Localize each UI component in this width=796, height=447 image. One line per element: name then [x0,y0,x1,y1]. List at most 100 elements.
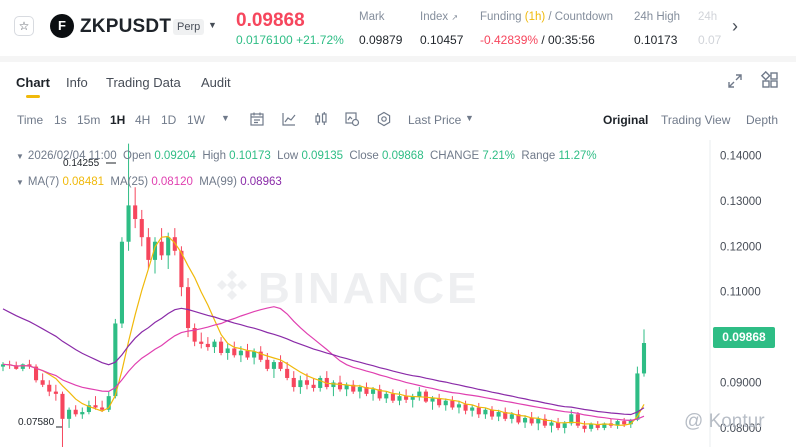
candle-body [450,400,455,408]
low-price-marker: 0.07580 [18,417,55,428]
layout-grid-icon[interactable] [760,70,780,90]
ma-legend: ▼ MA(7) 0.08481 MA(25) 0.08120 MA(99) 0.0… [16,176,282,188]
candle-body [569,414,574,424]
settings-gear-icon[interactable] [376,111,392,127]
token-logo: F [50,14,74,38]
candlestick-chart-area[interactable]: BINANCE 0.140000.130000.120000.110000.10… [0,140,796,447]
kontur-watermark: @ Kontur [684,411,765,432]
candle-body [113,323,118,397]
candle-body [291,377,296,388]
candle-body [582,425,587,429]
candle-body [252,351,257,358]
external-link-icon: ↗ [451,13,459,22]
candle-body [635,373,640,420]
ma99-line [2,307,645,416]
calendar-settings-icon[interactable] [249,111,265,127]
candle-body [364,387,369,394]
candle-body [397,396,402,401]
tab-audit[interactable]: Audit [201,75,231,90]
binance-logo-watermark [217,270,247,300]
view-original[interactable]: Original [603,113,649,127]
candle-body [238,350,243,356]
candle-body [278,362,283,369]
tab-trading-data[interactable]: Trading Data [106,75,181,90]
candle-body [357,387,362,392]
chart-svg[interactable]: 0.140000.130000.120000.110000.100000.090… [0,140,796,447]
candle-body [536,418,541,424]
chart-toolbar: Time 1s 15m 1H 4H 1D 1W ▼ Last Price ▼ O… [0,104,796,134]
price-axis-tick: 0.11000 [720,287,761,299]
time-label: Time [17,113,44,127]
candle-body [470,407,475,411]
candle-body [516,414,521,423]
candle-body [324,377,329,388]
candle-body [232,348,237,356]
line-chart-icon[interactable] [281,111,297,127]
candle-body [199,341,204,344]
interval-dropdown-icon[interactable]: ▼ [221,113,230,123]
candle-body [139,219,144,238]
symbol-name[interactable]: ZKPUSDT [80,16,172,37]
candle-body [86,405,91,413]
candle-body [589,424,594,429]
candle-body [265,359,270,369]
interval-4h[interactable]: 4H [135,113,151,127]
candle-body [40,380,45,385]
interval-1h[interactable]: 1H [110,113,126,127]
view-trading-view[interactable]: Trading View [661,113,731,127]
funding-value: -0.42839% / 00:35:56 [480,33,595,47]
candle-body [119,241,124,324]
candle-body [503,412,508,419]
candle-body [523,417,528,423]
index-label[interactable]: Index ↗ [420,11,459,23]
high-price-marker: 0.14255 [63,158,100,169]
interval-1d[interactable]: 1D [161,113,177,127]
candle-body [595,424,600,428]
candle-body [212,341,217,348]
candles-layer [0,143,647,447]
tab-chart[interactable]: Chart [16,75,50,90]
candle-body [384,393,389,399]
candle-body [575,414,580,426]
mark-value: 0.09879 [359,33,403,47]
candle-type-icon[interactable] [313,111,329,127]
candle-body [126,205,131,242]
funding-label: Funding (1h) / Countdown [480,11,613,23]
interval-1s[interactable]: 1s [54,113,67,127]
low-24h-value: 0.07 [698,33,722,47]
candle-body [311,384,316,388]
interval-1w[interactable]: 1W [187,113,205,127]
price-change: 0.0176100 +21.72% [236,33,344,47]
legend-collapse-icon[interactable]: ▼ [16,152,24,161]
indicators-icon[interactable] [344,111,360,127]
candle-body [205,343,210,348]
price-type-dropdown-icon[interactable]: ▼ [465,113,474,123]
view-depth[interactable]: Depth [746,113,779,127]
star-outline-icon[interactable]: ☆ [14,16,34,36]
candle-body [456,404,462,408]
active-tab-indicator [26,95,40,98]
candle-body [80,412,85,415]
candle-body [437,398,442,406]
high-24h-value: 0.10173 [634,33,678,47]
price-axis-tick: 0.09000 [720,378,762,390]
candle-body [146,237,151,260]
candle-body [285,368,290,378]
price-type-select[interactable]: Last Price [408,113,462,127]
candle-body [628,419,633,425]
symbol-dropdown-icon[interactable]: ▼ [208,20,217,30]
candle-body [245,350,250,358]
candle-body [476,407,481,415]
low-24h-label: 24h [698,11,718,23]
ma7-line [2,235,645,426]
chevron-right-icon[interactable]: › [732,16,738,36]
candle-body [351,384,356,392]
expand-icon[interactable] [726,72,744,90]
candle-body [430,398,435,402]
interval-15m[interactable]: 15m [77,113,101,127]
ohlc-legend: ▼ 2026/02/04 11:00 Open 0.09204 High 0.10… [16,150,597,162]
candle-body [185,287,191,329]
tab-info[interactable]: Info [66,75,88,90]
ma-legend-collapse-icon[interactable]: ▼ [16,178,24,187]
candle-body [225,348,230,353]
